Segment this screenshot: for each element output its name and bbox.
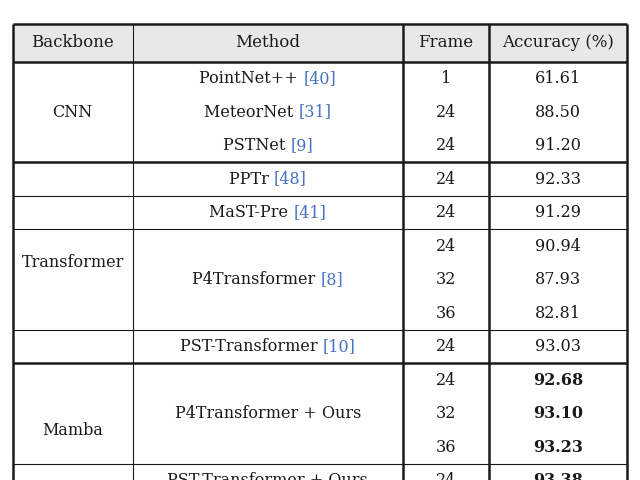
Text: 24: 24: [436, 170, 456, 188]
Text: CNN: CNN: [52, 104, 93, 120]
Text: 93.03: 93.03: [535, 338, 581, 355]
Text: [8]: [8]: [321, 271, 343, 288]
Text: 92.68: 92.68: [533, 372, 583, 389]
Text: 32: 32: [436, 405, 456, 422]
Text: Mamba: Mamba: [42, 422, 103, 439]
Text: Frame: Frame: [419, 34, 474, 51]
Text: 91.29: 91.29: [535, 204, 581, 221]
Text: 91.20: 91.20: [535, 137, 581, 154]
Text: [40]: [40]: [303, 70, 336, 87]
Text: 93.38: 93.38: [533, 472, 583, 480]
Text: [10]: [10]: [323, 338, 356, 355]
Text: PST-Transformer: PST-Transformer: [180, 338, 323, 355]
Text: 1: 1: [441, 70, 451, 87]
Text: 92.33: 92.33: [535, 170, 581, 188]
Text: 82.81: 82.81: [535, 305, 581, 322]
Text: MaST-Pre: MaST-Pre: [209, 204, 293, 221]
Text: [48]: [48]: [274, 170, 307, 188]
Text: 24: 24: [436, 338, 456, 355]
Text: PointNet++: PointNet++: [200, 70, 303, 87]
Text: MeteorNet: MeteorNet: [204, 104, 298, 120]
Text: 87.93: 87.93: [535, 271, 581, 288]
Text: 24: 24: [436, 137, 456, 154]
Text: P4Transformer + Ours: P4Transformer + Ours: [175, 405, 361, 422]
Text: Backbone: Backbone: [31, 34, 114, 51]
Text: Method: Method: [236, 34, 300, 51]
Text: PST-Transformer + Ours: PST-Transformer + Ours: [168, 472, 368, 480]
Text: 24: 24: [436, 204, 456, 221]
Text: 88.50: 88.50: [535, 104, 581, 120]
Text: Transformer: Transformer: [22, 254, 124, 271]
Text: 61.61: 61.61: [535, 70, 581, 87]
Text: PPTr: PPTr: [229, 170, 274, 188]
Bar: [13, 24, 627, 62]
Text: Accuracy (%): Accuracy (%): [502, 34, 614, 51]
Text: 36: 36: [436, 305, 456, 322]
Text: 24: 24: [436, 472, 456, 480]
Text: [41]: [41]: [293, 204, 326, 221]
Text: [31]: [31]: [298, 104, 332, 120]
Text: 24: 24: [436, 238, 456, 254]
Text: 93.23: 93.23: [533, 439, 583, 456]
Text: 93.10: 93.10: [533, 405, 583, 422]
Text: 36: 36: [436, 439, 456, 456]
Text: 24: 24: [436, 372, 456, 389]
Text: P4Transformer: P4Transformer: [192, 271, 321, 288]
Text: PSTNet: PSTNet: [223, 137, 290, 154]
Text: [9]: [9]: [290, 137, 313, 154]
Text: 90.94: 90.94: [535, 238, 581, 254]
Text: 32: 32: [436, 271, 456, 288]
Text: 24: 24: [436, 104, 456, 120]
